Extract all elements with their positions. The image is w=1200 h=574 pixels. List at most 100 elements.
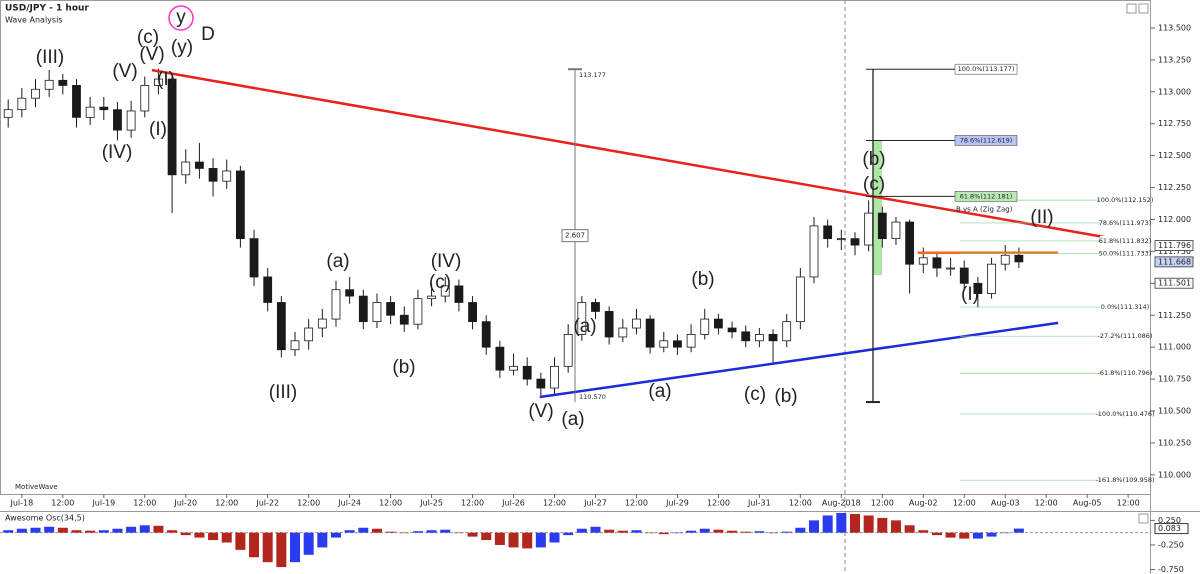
candle-body [987, 263, 996, 294]
x-tick-label: 12:00 [789, 499, 812, 508]
osc-y-tick-label: 0.250 [1158, 516, 1181, 525]
x-tick-label: 12:00 [707, 499, 730, 508]
oscillator-bar [139, 525, 150, 533]
candle-body [509, 365, 518, 371]
x-tick-label: 12:00 [133, 499, 156, 508]
oscillator-bar [672, 532, 683, 534]
x-tick-label: 12:00 [871, 499, 894, 508]
highlight-zone [873, 140, 882, 275]
candle-body [809, 225, 819, 278]
y-tick-label: 111.750 [1158, 247, 1191, 256]
fib-title: B vs A (Zig Zag) [956, 205, 1013, 213]
candle-body [440, 285, 450, 297]
candle-body [399, 314, 409, 325]
wave-label: (c) [137, 27, 159, 48]
x-tick-label: 12:00 [543, 499, 566, 508]
oscillator-bar [30, 527, 41, 533]
fib-label-bg [1100, 217, 1150, 228]
x-tick-label: Jul-22 [255, 499, 279, 508]
oscillator-bar [986, 532, 997, 537]
toolbar[interactable] [1126, 3, 1149, 524]
y-tick-label: 110.750 [1158, 375, 1191, 384]
candle-body [618, 327, 628, 338]
candle-body [550, 365, 559, 389]
candle-body [891, 221, 901, 240]
oscillator-bar [385, 531, 396, 533]
x-tick-label: Jul-27 [583, 499, 607, 508]
candle-body [113, 109, 122, 131]
y-tick-label: 110.000 [1158, 470, 1191, 479]
oscillator-bar [549, 532, 560, 543]
oscillator-bar [126, 526, 137, 533]
wave-label: (III) [269, 382, 298, 403]
candle-body [413, 298, 423, 325]
x-tick-label: 12:00 [379, 499, 402, 508]
oscillator-bar [112, 528, 123, 533]
oscillator-bar [180, 532, 191, 536]
candle-body [673, 340, 682, 348]
wave-label: (IV) [431, 251, 462, 272]
toolbar-button[interactable] [1138, 3, 1149, 14]
candle-body [331, 289, 341, 320]
candle-body [427, 295, 436, 300]
toolbar-button[interactable] [1138, 513, 1149, 524]
wave-label: (b) [774, 386, 797, 407]
y-tick-label: 110.500 [1158, 407, 1191, 416]
candle-body [932, 257, 942, 269]
candle-body [317, 318, 327, 329]
candle-body [563, 334, 573, 367]
fib-label-bg [1100, 195, 1150, 206]
oscillator-bar [412, 531, 423, 533]
candle-body [577, 302, 587, 335]
oscillator-bar [98, 530, 109, 533]
x-tick-label: Jul-20 [173, 499, 197, 508]
y-tick-label: 111.250 [1158, 311, 1191, 320]
fib-label: 0.0%(111.314) [1101, 303, 1149, 311]
candle-body [454, 285, 464, 303]
oscillator-bar [631, 530, 642, 533]
fib-label: 61.8%(111.832) [1099, 237, 1152, 245]
wave-label: (a) [326, 251, 349, 272]
oscillator-bar [358, 527, 369, 533]
oscillator-bar [194, 532, 205, 538]
candle-body [768, 334, 778, 342]
oscillator-bar [904, 525, 915, 533]
price-marker-label: 111.796 [1158, 241, 1191, 250]
measure-top: 113.177 [579, 71, 606, 79]
oscillator-bar [303, 532, 314, 555]
candle-body [208, 168, 218, 182]
fib-box [954, 63, 1018, 75]
oscillator-bar [740, 531, 751, 533]
candle-body [3, 109, 13, 118]
x-tick-label: Aug-03 [991, 499, 1020, 508]
fib-label: -27.2%(111.086) [1098, 332, 1153, 340]
oscillator-bar [467, 532, 478, 537]
y-tick-label: 110.250 [1158, 438, 1191, 447]
oscillator-bar [16, 528, 27, 533]
oscillator-bar [440, 529, 451, 533]
oscillator-bar [1000, 532, 1011, 534]
candle-body [1000, 254, 1010, 265]
candle-body [645, 318, 655, 348]
oscillator-bar [713, 529, 724, 533]
candle-body [850, 238, 860, 246]
wave-label: (II) [1030, 207, 1053, 228]
oscillator-bar [330, 532, 341, 538]
oscillator-bar [426, 530, 437, 533]
oscillator-bar [604, 529, 615, 533]
candle-body [154, 78, 163, 86]
oscillator-bar [781, 531, 792, 533]
oscillator-bar [262, 532, 273, 563]
oscillator-bar [931, 532, 942, 536]
watermark: MotiveWave [15, 483, 58, 491]
oscillator-bar [645, 532, 656, 534]
oscillator-bar [3, 530, 14, 533]
candle-body [700, 318, 710, 335]
oscillator-bar [221, 532, 232, 543]
toolbar-button[interactable] [1126, 3, 1137, 14]
wave-label: (b) [392, 357, 415, 378]
oscillator-bar [85, 530, 96, 533]
candle-body [72, 85, 81, 118]
